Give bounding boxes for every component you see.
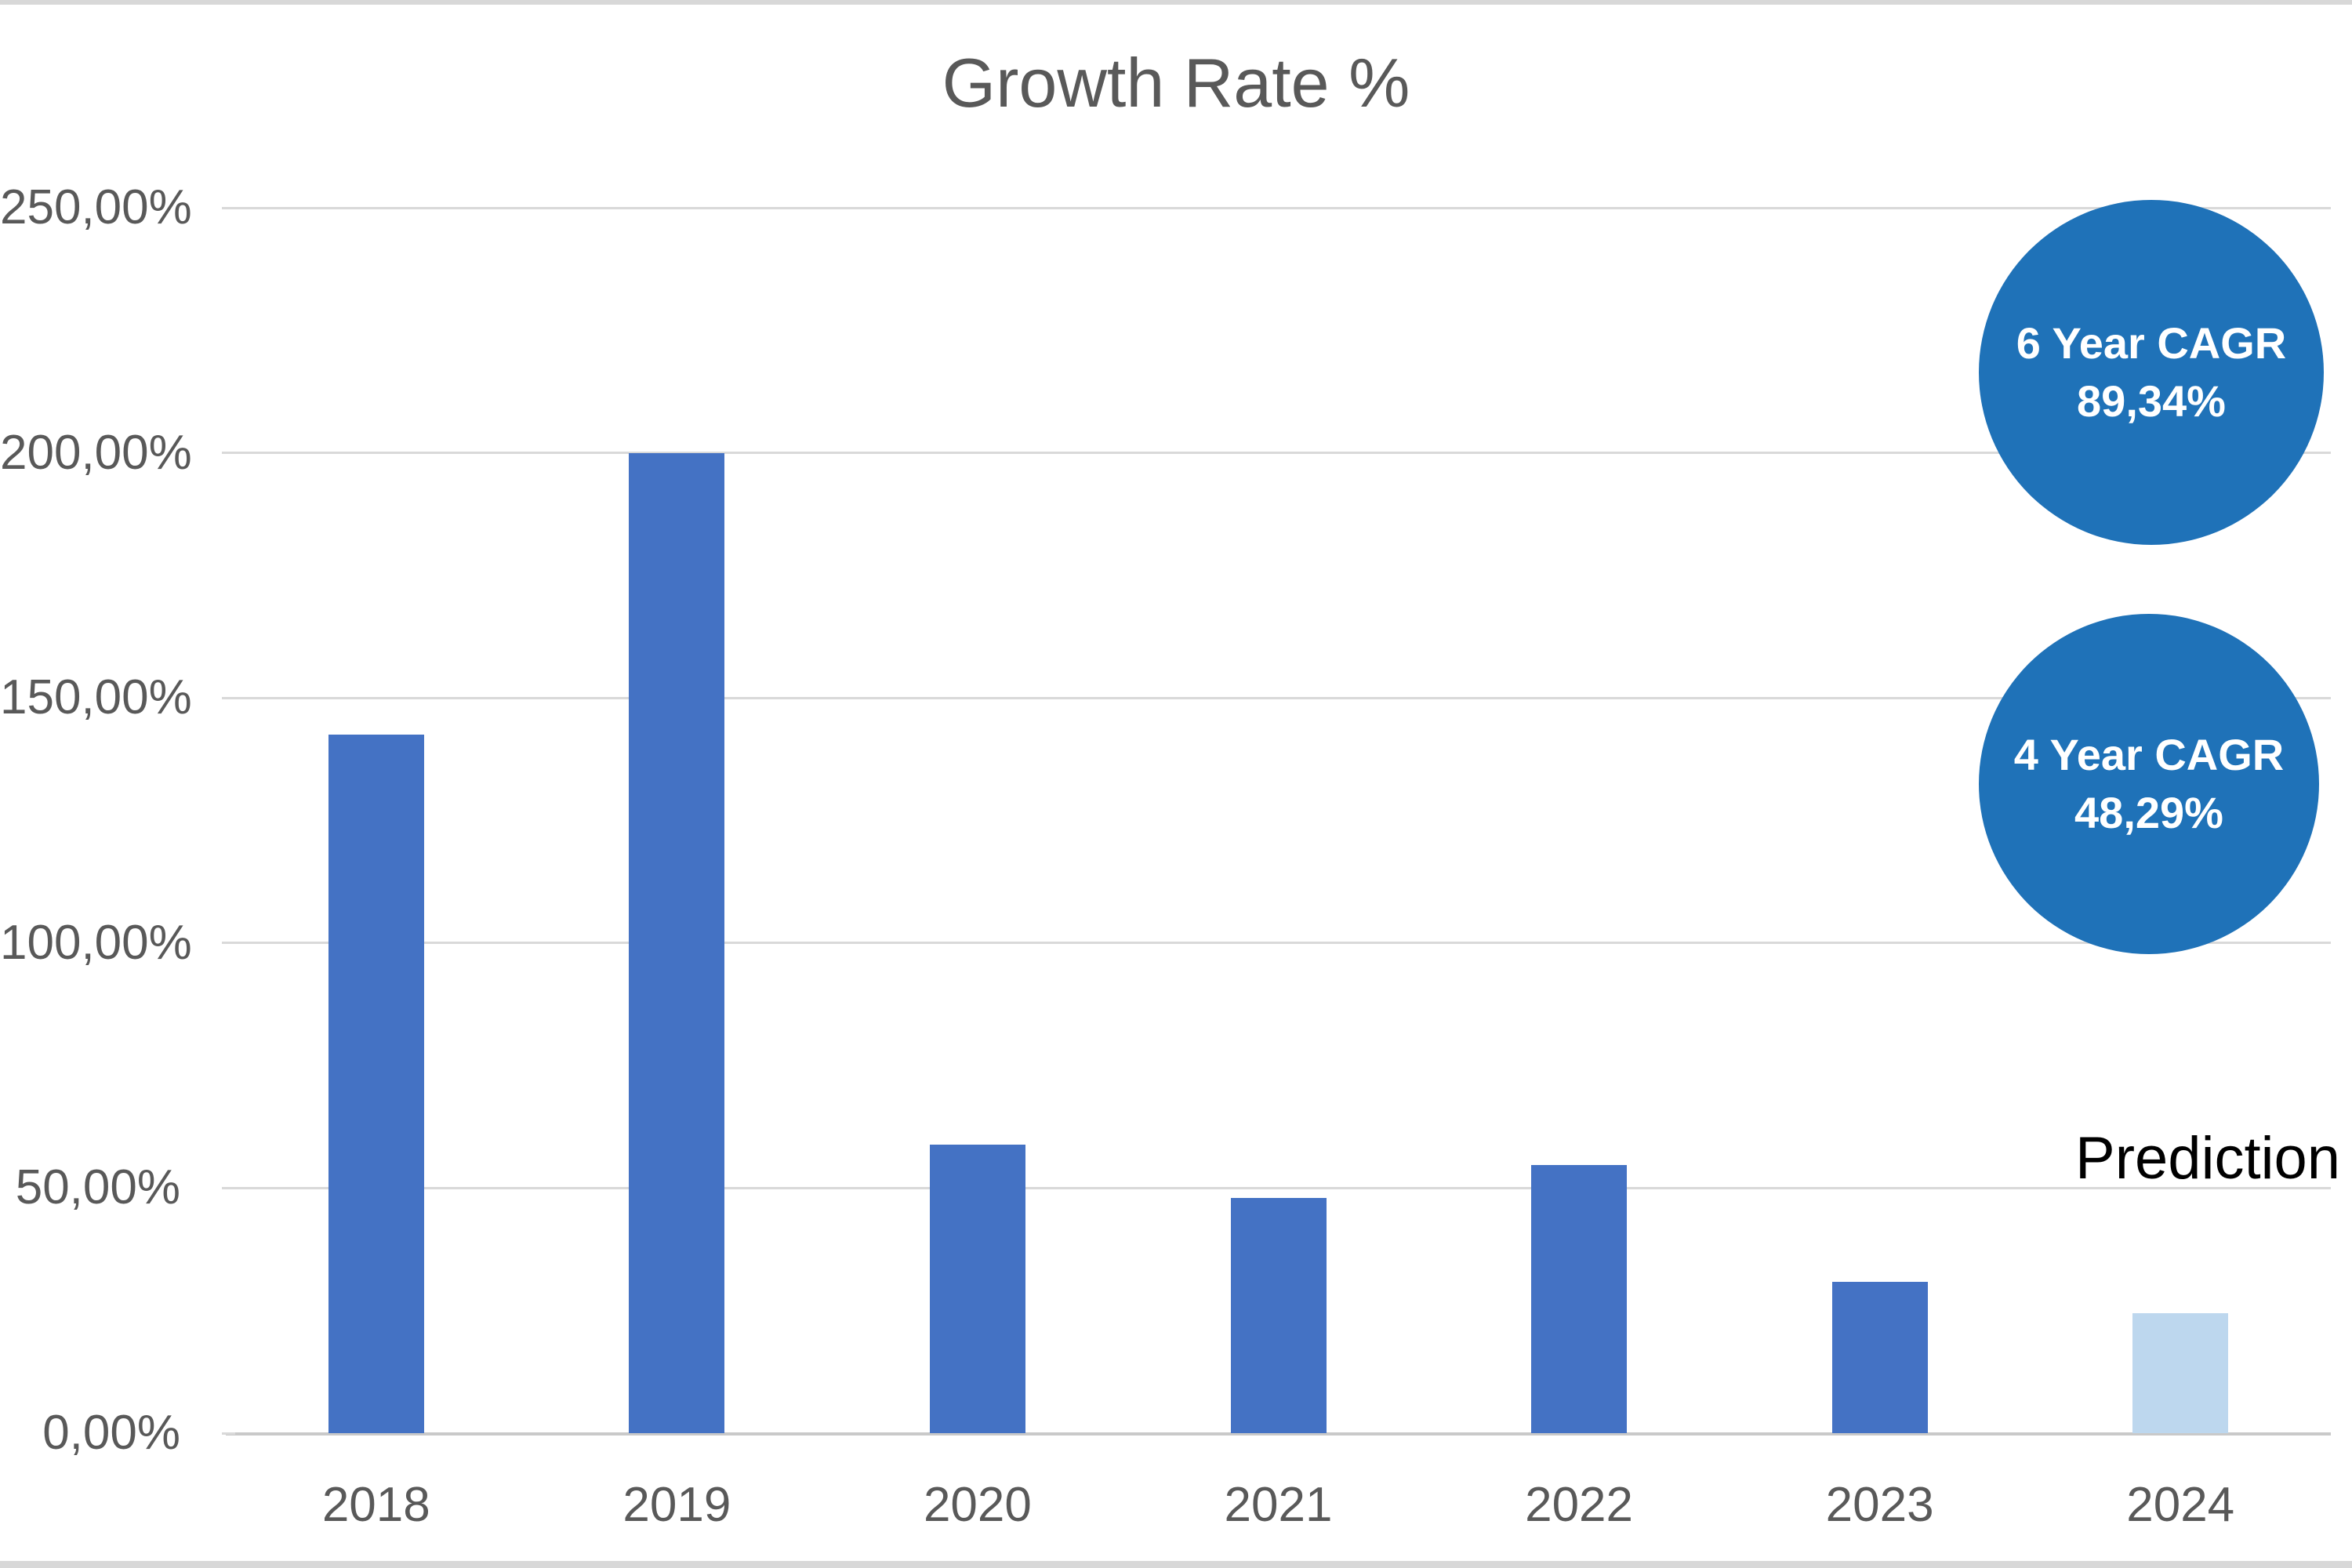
cagr-6yr-badge: 6 Year CAGR 89,34%	[1979, 200, 2324, 545]
y-axis-tick-0	[222, 1432, 235, 1435]
gridline-0	[226, 1432, 2331, 1436]
y-tick-label-50: 50,00%	[15, 1160, 180, 1215]
x-tick-label-2018: 2018	[321, 1478, 430, 1532]
cagr-6yr-label: 6 Year CAGR	[2016, 318, 2287, 368]
x-tick-label-2019: 2019	[622, 1478, 731, 1532]
bottom-border-strip	[0, 1561, 2352, 1568]
gridline-150	[226, 696, 2331, 699]
gridline-50	[226, 1186, 2331, 1189]
y-tick-label-0: 0,00%	[42, 1406, 180, 1460]
x-tick-label-2024: 2024	[2126, 1478, 2235, 1532]
x-tick-label-2023: 2023	[1825, 1478, 1934, 1532]
gridline-200	[226, 452, 2331, 455]
prediction-label: Prediction	[2075, 1125, 2340, 1192]
cagr-4yr-badge: 4 Year CAGR 48,29%	[1979, 614, 2319, 954]
chart-title: Growth Rate %	[942, 44, 1410, 122]
y-axis-tick-50	[222, 1186, 235, 1189]
x-tick-label-2022: 2022	[1525, 1478, 1634, 1532]
y-tick-label-200: 200,00%	[0, 425, 192, 480]
y-axis-tick-150	[222, 696, 235, 699]
y-tick-label-150: 150,00%	[0, 670, 192, 725]
x-tick-label-2021: 2021	[1224, 1478, 1333, 1532]
bar-2021	[1230, 1197, 1327, 1433]
y-axis-tick-100	[222, 942, 235, 945]
cagr-6yr-value: 89,34%	[2077, 376, 2226, 426]
cagr-4yr-value: 48,29%	[2074, 788, 2223, 837]
y-axis-tick-200	[222, 452, 235, 455]
bar-2018	[328, 735, 424, 1433]
bar-2019	[629, 452, 725, 1433]
bar-2022	[1531, 1165, 1628, 1433]
y-tick-label-250: 250,00%	[0, 180, 192, 234]
top-border-strip	[0, 0, 2352, 5]
bar-2024	[2132, 1312, 2229, 1433]
y-axis-tick-250	[222, 206, 235, 209]
x-tick-label-2020: 2020	[923, 1478, 1032, 1532]
bar-2020	[929, 1145, 1025, 1433]
cagr-4yr-label: 4 Year CAGR	[2013, 730, 2285, 780]
gridline-100	[226, 942, 2331, 945]
gridline-250	[226, 206, 2331, 209]
y-tick-label-100: 100,00%	[0, 915, 192, 970]
bar-2023	[1831, 1281, 1928, 1433]
